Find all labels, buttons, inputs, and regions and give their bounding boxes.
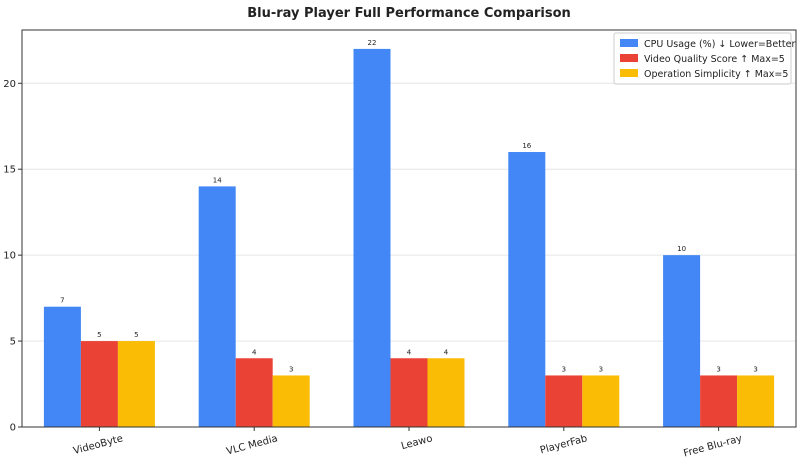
- y-tick-label: 20: [3, 79, 16, 90]
- bar: [43, 306, 81, 427]
- bar-data-label: 22: [368, 39, 377, 47]
- bar-data-label: 3: [753, 365, 757, 373]
- bar: [737, 375, 775, 427]
- bar: [663, 255, 701, 427]
- bar: [198, 186, 236, 427]
- legend-entry: Operation Simplicity ↑ Max=5: [644, 69, 788, 80]
- bar-data-label: 7: [60, 297, 64, 305]
- bar: [545, 375, 583, 427]
- bar-data-label: 10: [677, 245, 686, 253]
- bars: 7 5 5 14 4 3 22 4 4 16 3 3 10 3 3: [43, 39, 775, 428]
- x-tick-label: PlayerFab: [539, 433, 589, 456]
- bar-data-label: 3: [599, 365, 603, 373]
- bar-data-label: 4: [444, 348, 449, 356]
- bar: [700, 375, 738, 427]
- bar: [272, 375, 310, 427]
- bar: [582, 375, 620, 427]
- legend-swatch: [620, 54, 638, 62]
- bar-data-label: 3: [562, 365, 566, 373]
- bar: [508, 152, 546, 427]
- legend-entry: CPU Usage (%) ↓ Lower=Better: [644, 39, 795, 50]
- legend-entry: Video Quality Score ↑ Max=5: [644, 54, 785, 65]
- bar-data-label: 16: [522, 142, 531, 150]
- bar: [353, 48, 391, 428]
- bar-data-label: 5: [134, 331, 138, 339]
- y-tick-label: 15: [3, 165, 16, 176]
- bar: [235, 358, 273, 427]
- bar-data-label: 5: [97, 331, 101, 339]
- bar-data-label: 3: [289, 365, 293, 373]
- legend-swatch: [620, 39, 638, 47]
- bar-data-label: 4: [252, 348, 257, 356]
- x-tick-label: VLC Media: [225, 433, 279, 457]
- x-tick-label: Free Blu-ray: [682, 433, 743, 459]
- y-tick-label: 5: [10, 337, 16, 348]
- x-tick-label: Leawo: [400, 433, 434, 452]
- bar-data-label: 3: [716, 365, 720, 373]
- legend-box: [613, 32, 792, 85]
- bar-data-label: 14: [213, 176, 222, 184]
- bar-data-label: 4: [407, 348, 412, 356]
- bar: [117, 341, 155, 427]
- legend: CPU Usage (%) ↓ Lower=Better Video Qualit…: [613, 32, 795, 85]
- y-tick-label: 10: [3, 251, 16, 262]
- bar: [80, 341, 118, 427]
- bar: [427, 358, 465, 427]
- bar: [390, 358, 428, 427]
- legend-swatch: [620, 69, 638, 77]
- y-tick-label: 0: [10, 423, 16, 434]
- chart-title: Blu-ray Player Full Performance Comparis…: [247, 6, 571, 21]
- x-tick-label: VideoByte: [72, 433, 124, 457]
